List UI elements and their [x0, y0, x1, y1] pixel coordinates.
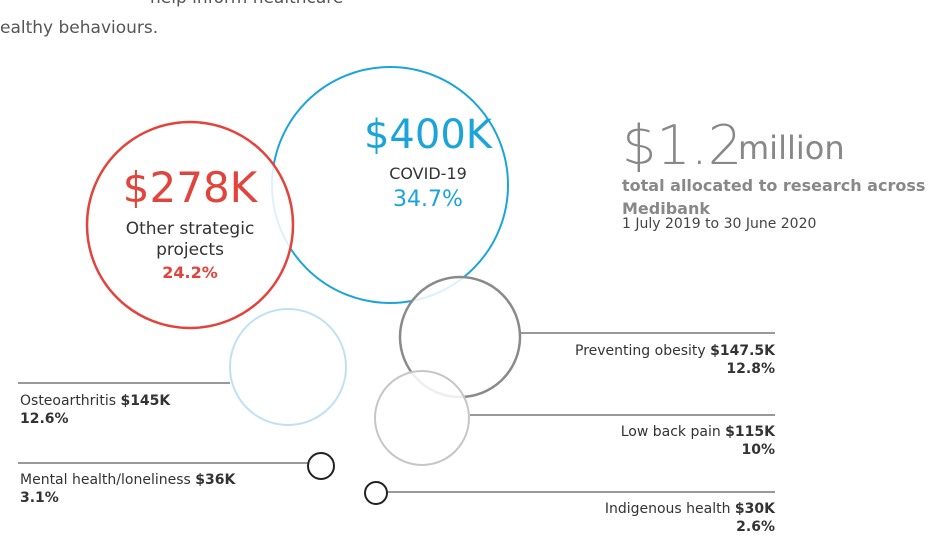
bubble-share: 10%	[741, 441, 775, 458]
headline-unit: million	[738, 129, 845, 167]
bubble-amount: $400K	[363, 112, 493, 158]
bubble-name: COVID-19	[389, 164, 467, 183]
headline-amount: $1.2	[622, 114, 743, 177]
bubble	[364, 481, 388, 505]
bubble	[85, 120, 295, 330]
intro-line: help inform healthcare	[150, 0, 343, 9]
bubble-name: Preventing obesity	[575, 343, 706, 359]
headline-caption: total allocated to research across Medib…	[622, 176, 926, 219]
bubble-name: Other strategic projects	[125, 218, 255, 260]
bubble	[271, 66, 509, 304]
bubble-share: 12.6%	[20, 410, 69, 427]
bubble-amount: $115K	[725, 424, 775, 440]
bubble-label: Indigenous health $30K 2.6%	[605, 501, 775, 536]
bubble-name: Osteoarthritis	[20, 393, 116, 409]
bubble	[374, 370, 470, 466]
bubble-share: 34.7%	[393, 187, 463, 213]
bubble-name: Low back pain	[620, 424, 721, 440]
bubble-label: Preventing obesity $147.5K 12.8%	[575, 343, 775, 378]
bubble-name: Indigenous health	[604, 501, 731, 517]
bubble-share: 3.1%	[20, 489, 59, 506]
intro-line: ealthy behaviours.	[0, 18, 159, 38]
bubble	[307, 452, 335, 480]
bubble-amount: $145K	[120, 393, 171, 409]
bubble-share: 12.8%	[726, 360, 775, 377]
bubble-label: Osteoarthritis $145K 12.6%	[20, 393, 170, 428]
bubble-share: 2.6%	[736, 518, 775, 535]
bubble-amount: $147.5K	[710, 343, 775, 359]
bubble-label: Mental health/loneliness $36K 3.1%	[20, 472, 235, 507]
bubble-label: Low back pain $115K 10%	[621, 424, 775, 459]
bubble-name: Mental health/loneliness	[20, 472, 191, 488]
bubble-share: 24.2%	[162, 262, 218, 282]
bubble-amount: $36K	[195, 472, 236, 488]
bubble-amount: $278K	[122, 163, 258, 212]
bubble-amount: $30K	[734, 501, 775, 517]
headline-period: 1 July 2019 to 30 June 2020	[622, 216, 817, 232]
bubble	[229, 308, 347, 426]
